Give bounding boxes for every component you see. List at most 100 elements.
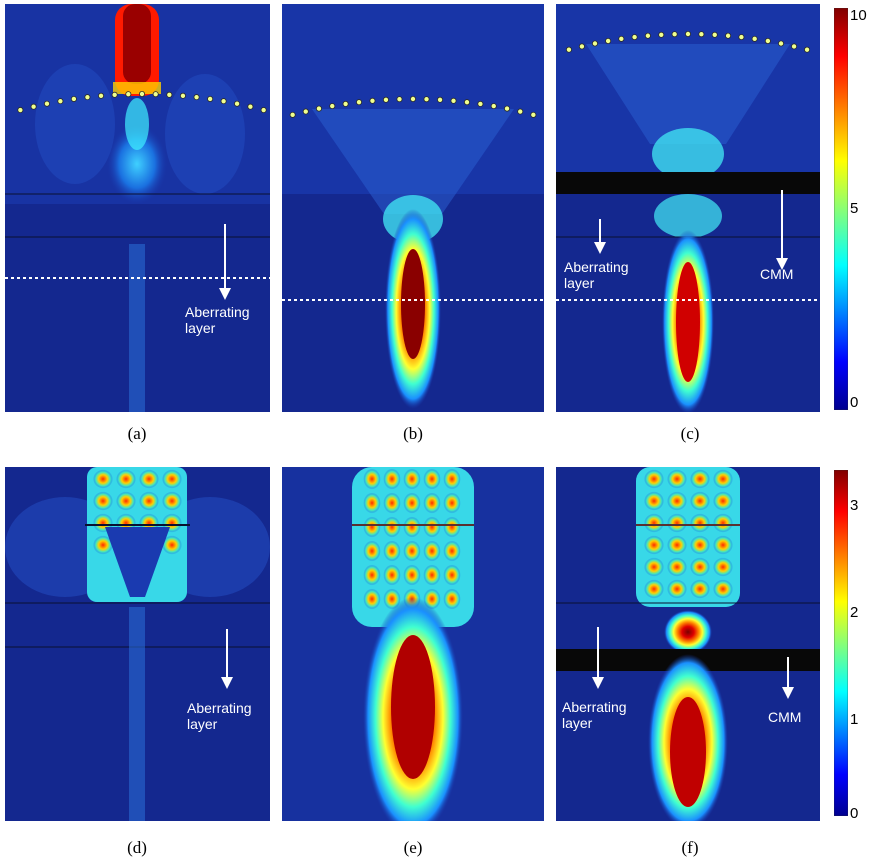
- array-element-dot: [725, 32, 732, 39]
- array-element-dot: [477, 100, 484, 107]
- interference-cell: [93, 491, 113, 511]
- interference-cell: [667, 557, 687, 577]
- array-element-dot: [764, 37, 771, 44]
- interference-cell: [667, 513, 687, 533]
- cmm-label: CMM: [760, 266, 794, 282]
- interference-cell: [443, 468, 461, 490]
- caption-f: (f): [681, 838, 699, 857]
- array-element-dot: [315, 105, 322, 112]
- array-element-dot: [437, 96, 444, 103]
- array-element-dot: [247, 103, 254, 110]
- caption-b: (b): [403, 424, 423, 443]
- interference-cell: [443, 564, 461, 586]
- interference-cell: [363, 564, 381, 586]
- colorbar-bottom-tick-0: 0: [850, 805, 859, 822]
- interference-cell: [713, 513, 733, 533]
- colorbar-top-tick-10: 10: [850, 7, 867, 24]
- interference-cell: [139, 491, 159, 511]
- interference-cell: [423, 492, 441, 514]
- array-element-dot: [644, 32, 651, 39]
- array-element-dot: [152, 91, 159, 98]
- array-element-dot: [530, 111, 537, 118]
- array-element-dot: [698, 31, 705, 38]
- array-element-dot: [234, 100, 241, 107]
- interference-cell: [423, 540, 441, 562]
- array-element-dot: [70, 95, 77, 102]
- array-element-dot: [57, 98, 64, 105]
- interference-cell: [713, 469, 733, 489]
- interference-cell: [644, 579, 664, 599]
- interference-cell: [162, 491, 182, 511]
- array-element-dot: [423, 96, 430, 103]
- interference-cell: [690, 491, 710, 511]
- array-element-dot: [30, 103, 37, 110]
- interference-cell: [443, 540, 461, 562]
- array-element-dot: [409, 96, 416, 103]
- array-element-dot: [207, 95, 214, 102]
- array-element-dot: [356, 99, 363, 106]
- array-element-dot: [166, 91, 173, 98]
- interference-cell: [690, 535, 710, 555]
- interference-cell: [443, 492, 461, 514]
- array-element-dot: [220, 98, 227, 105]
- array-element-dot: [396, 96, 403, 103]
- interference-cell: [162, 469, 182, 489]
- interference-cell: [363, 516, 381, 538]
- colorbar-bottom-tick-2: 2: [850, 604, 859, 621]
- array-element-dot: [289, 111, 296, 118]
- aberrating-layer-label: Aberrating layer: [564, 259, 629, 291]
- interference-cell: [363, 540, 381, 562]
- array-element-dot: [738, 34, 745, 41]
- panel-c: Aberrating layer CMM: [556, 4, 820, 412]
- array-element-dot: [804, 46, 811, 53]
- array-element-dot: [450, 97, 457, 104]
- interference-cell: [713, 557, 733, 577]
- array-element-dot: [671, 31, 678, 38]
- array-element-dot: [711, 31, 718, 38]
- cmm-label: CMM: [768, 709, 802, 725]
- aberrating-layer-label: Aberrating layer: [562, 699, 627, 731]
- interference-cell: [116, 491, 136, 511]
- caption-c: (c): [680, 424, 700, 443]
- panel-f: Aberrating layer CMM: [556, 467, 820, 821]
- array-element-dot: [193, 94, 200, 101]
- interference-cell: [363, 588, 381, 610]
- panel-a: Aberrating layer: [5, 4, 270, 412]
- array-element-dot: [578, 43, 585, 50]
- interference-cell: [644, 491, 664, 511]
- interference-cell: [644, 469, 664, 489]
- interference-cell: [383, 468, 401, 490]
- array-element-dot: [302, 108, 309, 115]
- interference-cell: [644, 557, 664, 577]
- aberrating-layer-label: Aberrating layer: [187, 700, 252, 732]
- interference-cell: [383, 492, 401, 514]
- interference-cell: [403, 516, 421, 538]
- interference-cell: [690, 579, 710, 599]
- interference-cell: [93, 535, 113, 555]
- aberrating-layer-label: Aberrating layer: [185, 304, 250, 336]
- interference-cell: [713, 579, 733, 599]
- array-element-dot: [778, 40, 785, 47]
- interference-cell: [363, 468, 381, 490]
- interference-cell: [162, 535, 182, 555]
- interference-cell: [690, 513, 710, 533]
- interference-cell: [644, 535, 664, 555]
- panel-d: Aberrating layer: [5, 467, 270, 821]
- interference-cell: [423, 516, 441, 538]
- array-element-dot: [382, 96, 389, 103]
- interference-cell: [443, 588, 461, 610]
- interference-cell: [644, 513, 664, 533]
- array-element-dot: [17, 107, 24, 114]
- panel-e: [282, 467, 544, 821]
- colorbar-bottom: [833, 469, 849, 821]
- array-element-dot: [791, 43, 798, 50]
- caption-e: (e): [403, 838, 423, 857]
- interference-cell: [713, 535, 733, 555]
- colorbar-top-tick-0: 0: [850, 394, 859, 411]
- interference-cell: [363, 492, 381, 514]
- interference-cell: [403, 468, 421, 490]
- interference-cell: [443, 516, 461, 538]
- array-element-dot: [684, 30, 691, 37]
- interference-cell: [690, 557, 710, 577]
- interference-cell: [667, 491, 687, 511]
